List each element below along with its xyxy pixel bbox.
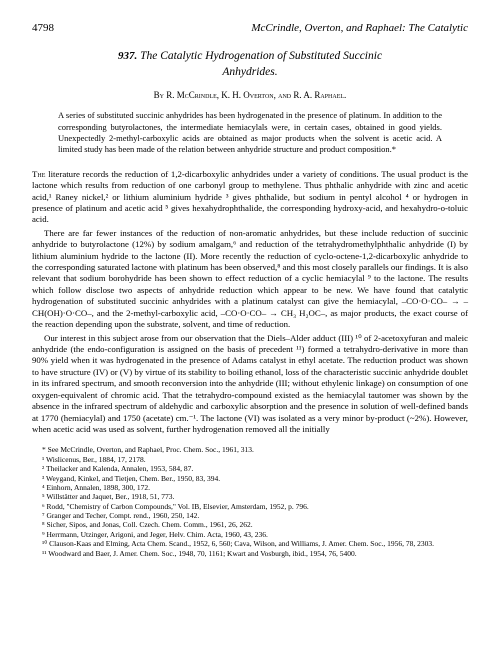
footnote: ⁴ Einhorn, Annalen, 1898, 300, 172. xyxy=(32,483,468,492)
body-paragraph-3: Our interest in this subject arose from … xyxy=(32,333,468,436)
abstract: A series of substituted succinic anhydri… xyxy=(58,110,442,154)
footnote: ¹⁰ Clauson-Kaas and Elming, Acta Chem. S… xyxy=(32,539,468,548)
page-number: 4798 xyxy=(32,22,54,34)
body-paragraph-1: The literature records the reduction of … xyxy=(32,169,468,226)
article-number: 937. xyxy=(118,50,137,62)
title-line-1: The Catalytic Hydrogenation of Substitut… xyxy=(140,50,382,62)
footnote: ⁵ Willstätter and Jaquet, Ber., 1918, 51… xyxy=(32,492,468,501)
footnote: ⁹ Herrmann, Utzinger, Arigoni, and Jeger… xyxy=(32,530,468,539)
footnote: ² Theilacker and Kalenda, Annalen, 1953,… xyxy=(32,464,468,473)
footnote: ¹ Wislicenus, Ber., 1884, 17, 2178. xyxy=(32,455,468,464)
footnote: ¹¹ Woodward and Baer, J. Amer. Chem. Soc… xyxy=(32,549,468,558)
footnote: ⁸ Sicher, Sipos, and Jonas, Coll. Czech.… xyxy=(32,520,468,529)
footnotes: * See McCrindle, Overton, and Raphael, P… xyxy=(32,445,468,558)
footnote: ⁷ Granger and Techer, Compt. rend., 1960… xyxy=(32,511,468,520)
article-title: 937. The Catalytic Hydrogenation of Subs… xyxy=(32,48,468,80)
body-paragraph-2: There are far fewer instances of the red… xyxy=(32,228,468,331)
authors: By R. McCrindle, K. H. Overton, and R. A… xyxy=(32,90,468,100)
para1-text: literature records the reduction of 1,2-… xyxy=(32,169,468,225)
footnote: ⁶ Rodd, "Chemistry of Carbon Compounds,"… xyxy=(32,502,468,511)
footnote: ³ Weygand, Kinkel, and Tietjen, Chem. Be… xyxy=(32,474,468,483)
running-head: McCrindle, Overton, and Raphael: The Cat… xyxy=(251,22,468,34)
title-line-2: Anhydrides. xyxy=(222,66,277,78)
footnote: * See McCrindle, Overton, and Raphael, P… xyxy=(32,445,468,454)
